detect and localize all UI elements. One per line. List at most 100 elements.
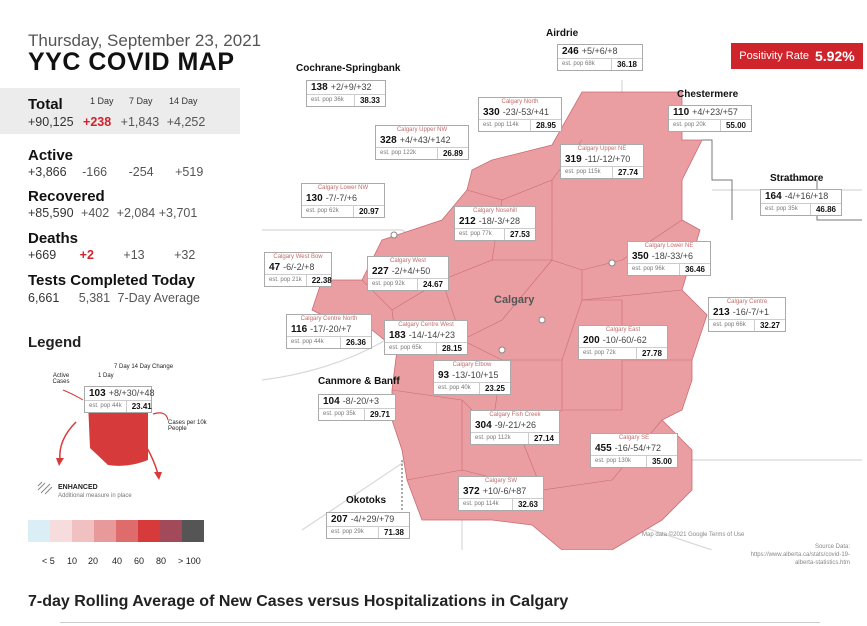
region-card[interactable]: 164 -4/+16/+18 est. pop 35k 46.86 [760, 189, 842, 216]
region-changes: -6/-2/+8 [283, 262, 315, 272]
region-card[interactable]: Calgary Upper NE 319 -11/-12/+70 est. pop 1… [560, 144, 644, 179]
region-sub-label: Calgary Upper NE [577, 146, 627, 152]
region-sub-label: Calgary Centre North [300, 316, 358, 322]
region-count: 104 [323, 396, 340, 407]
region-rate: 36.18 [610, 59, 642, 70]
region-rate: 22.38 [305, 275, 337, 286]
region-sub-label: Calgary Elbow [452, 362, 492, 368]
region-card[interactable]: Calgary Lower NE 350 -18/-33/+6 est. pop 96… [627, 241, 711, 276]
region-card[interactable]: Calgary Centre 213 -16/-7/+1 est. pop 66k 32… [708, 297, 786, 332]
scale-swatch [28, 520, 50, 542]
recovered-label: Recovered [28, 188, 105, 205]
region-pop: est. pop 21k [269, 277, 302, 283]
region-sub-label: Calgary Centre [726, 299, 768, 305]
region-card[interactable]: Calgary West 227 -2/+4/+50 est. pop 92k 24.6… [367, 256, 449, 291]
region-pop: est. pop 96k [632, 266, 665, 272]
region-rate: 46.86 [809, 204, 841, 215]
region-pop: est. pop 77k [459, 231, 492, 237]
region-name: Cochrane-Springbank [296, 63, 401, 74]
region-pop: est. pop 114k [463, 501, 499, 507]
scale-labels: < 5 10 20 40 60 80 > 100 [28, 556, 218, 568]
region-rate: 32.63 [511, 499, 543, 510]
region-count: 350 [632, 251, 649, 262]
region-changes: -16/-7/+1 [732, 307, 769, 317]
legend-title: Legend [28, 334, 82, 351]
region-rate: 27.14 [527, 433, 559, 444]
region-card[interactable]: Calgary Centre West 183 -14/-14/+23 est. po… [384, 320, 468, 355]
region-changes: -4/+16/+18 [784, 191, 829, 201]
color-scale [28, 520, 204, 542]
region-count: 138 [311, 82, 328, 93]
region-card[interactable]: 110 +4/+23/+57 est. pop 20k 55.00 [668, 105, 752, 132]
region-card[interactable]: Calgary Elbow 93 -13/-10/+15 est. pop 40k 23… [433, 360, 511, 395]
region-rate: 27.74 [611, 167, 643, 178]
region-name: Okotoks [346, 495, 387, 506]
region-count: 213 [713, 307, 730, 318]
region-card[interactable]: Calgary Centre North 116 -17/-20/+7 est. po… [286, 314, 372, 349]
region-changes: -10/-60/-62 [602, 335, 647, 345]
region-count: 207 [331, 514, 348, 525]
scale-swatch [94, 520, 116, 542]
region-card[interactable]: 246 +5/+6/+8 est. pop 68k 36.18 [557, 44, 643, 71]
region-card[interactable]: Calgary SE 455 -16/-54/+72 est. pop 130k 35.… [590, 433, 678, 468]
region-changes: -14/-14/+23 [408, 330, 455, 340]
legend-sample-changes: +8/+30/+48 [108, 388, 155, 398]
legend-1day-label: 1 Day [98, 373, 114, 379]
recovered-14day: +3,701 [158, 206, 198, 220]
source-note: Source Data: https://www.alberta.ca/stat… [740, 543, 850, 567]
positivity-label: Positivity Rate [739, 50, 809, 62]
region-rate: 28.15 [435, 343, 467, 354]
region-card[interactable]: Calgary East 200 -10/-60/-62 est. pop 72k 27… [578, 325, 668, 360]
region-card[interactable]: Calgary Nosehill 212 -18/-3/+28 est. pop 77… [454, 206, 536, 241]
region-card[interactable]: Calgary Fish Creek 304 -9/-21/+26 est. pop … [470, 410, 560, 445]
region-card[interactable]: Calgary North 330 -23/-53/+41 est. pop 114k… [478, 97, 562, 132]
region-rate: 38.33 [353, 95, 385, 106]
active-7day: -254 [128, 165, 154, 179]
map-attribution: Map data ©2021 Google Terms of Use [642, 532, 745, 538]
scale-swatch [72, 520, 94, 542]
region-changes: -18/-3/+28 [478, 216, 520, 226]
scale-label: 40 [112, 556, 123, 566]
region-card[interactable]: Calgary Lower NW 130 -7/-7/+6 est. pop 62k 2… [301, 183, 385, 218]
region-rate: 28.95 [529, 120, 561, 131]
deaths-14day: +32 [174, 248, 196, 262]
region-card[interactable]: Calgary SW 372 +10/-6/+87 est. pop 114k 32.6… [458, 476, 544, 511]
total-row: +90,125 +238 +1,843 +4,252 [28, 115, 205, 129]
region-pop: est. pop 122k [380, 150, 417, 156]
region-count: 227 [372, 266, 389, 277]
region-count: 110 [673, 107, 690, 118]
region-rate: 26.36 [339, 337, 371, 348]
region-changes: -9/-21/+26 [494, 420, 536, 430]
region-card[interactable]: 104 -8/-20/+3 est. pop 35k 29.71 [318, 394, 396, 421]
region-rate: 36.46 [678, 264, 710, 275]
source-url[interactable]: https://www.alberta.ca/stats/covid-19-al… [750, 552, 850, 566]
region-name: Strathmore [770, 173, 824, 184]
region-pop: est. pop 62k [306, 208, 339, 214]
region-count: 372 [463, 486, 480, 497]
legend-sample-count: 103 [89, 388, 106, 399]
active-row: +3,866 -166 -254 +519 [28, 165, 203, 179]
deaths-7day: +13 [123, 248, 145, 262]
recovered-7day: +2,084 [116, 206, 156, 220]
region-changes: +5/+6/+8 [581, 46, 618, 56]
legend-enhanced: ENHANCED [58, 484, 98, 491]
region-sub-label: Calgary Nosehill [473, 208, 517, 214]
region-card[interactable]: Calgary West Bow 47 -6/-2/+8 est. pop 21k 22… [264, 252, 332, 287]
total-1day: +238 [83, 115, 112, 129]
region-count: 246 [562, 46, 579, 57]
region-count: 130 [306, 193, 323, 204]
region-rate: 55.00 [719, 120, 751, 131]
region-changes: +4/+43/+142 [399, 135, 451, 145]
scale-swatch [182, 520, 204, 542]
col-14day: 14 Day [169, 96, 198, 106]
region-pop: est. pop 68k [562, 61, 595, 67]
scale-label: < 5 [42, 556, 55, 566]
region-card[interactable]: 138 +2/+9/+32 est. pop 36k 38.33 [306, 80, 386, 107]
region-rate: 27.78 [635, 348, 667, 359]
tests-value: 6,661 [28, 291, 60, 305]
region-card[interactable]: 207 -4/+29/+79 est. pop 29k 71.38 [326, 512, 410, 539]
legend-cases-per-label: Cases per 10k People [168, 420, 207, 432]
active-14day: +519 [175, 165, 204, 179]
legend-figure: 7 Day 14 Day Change 1 Day Active Cases 1… [28, 360, 218, 505]
region-card[interactable]: Calgary Upper NW 328 +4/+43/+142 est. pop 1… [375, 125, 469, 160]
